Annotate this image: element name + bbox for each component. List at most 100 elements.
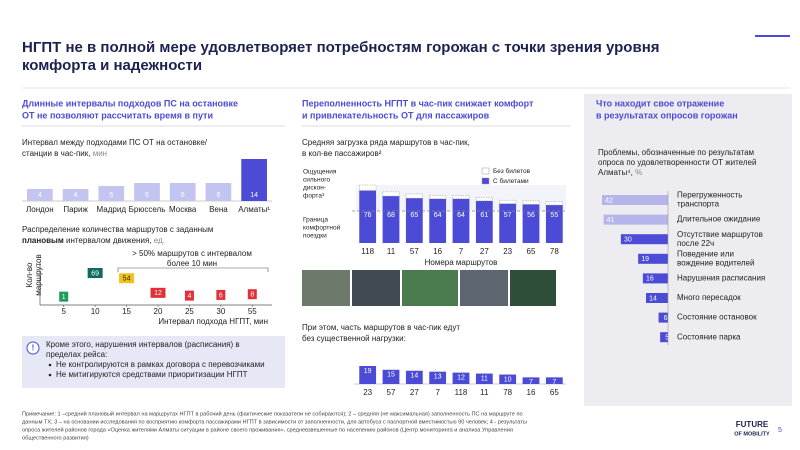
footnote: данным ТХ; 3 – на основании исследования… [22, 418, 527, 425]
column-heading: Переполненность НГПТ в час-пик снижает к… [302, 98, 534, 108]
bar [642, 273, 668, 284]
bar-segment [545, 201, 563, 206]
photo [460, 270, 508, 306]
bar [27, 189, 53, 201]
unit: % [635, 168, 642, 177]
bar [499, 374, 517, 384]
value-label: 41 [607, 217, 615, 224]
x-tick-label: 16 [527, 388, 536, 397]
bar [382, 369, 400, 384]
annotation: более 10 мин [167, 259, 217, 268]
bar-segment [429, 198, 447, 243]
x-tick-label: Париж [63, 205, 88, 214]
bar-segment [522, 200, 540, 205]
marker [119, 273, 135, 284]
value-label: 14 [410, 373, 418, 380]
chart-title: без существенной нагрузки: [302, 334, 406, 343]
legend-label: Без билетов [493, 167, 531, 175]
chart-title: Средняя загрузка ряда маршрутов в час-пи… [302, 138, 470, 147]
value-label: 55 [550, 212, 558, 219]
value-label: 69 [91, 270, 99, 277]
annotation: Граница [303, 217, 328, 224]
annotation-bracket [117, 267, 269, 272]
category-label: Поведение или [677, 249, 734, 258]
annotation: Ощущения [303, 169, 337, 176]
bar-segment [499, 203, 517, 243]
bullet [48, 373, 52, 377]
column-heading: и привлекательность ОТ для пассажиров [302, 110, 490, 120]
photo [402, 270, 458, 306]
x-tick-label: 10 [91, 307, 100, 316]
value-label: 4 [187, 293, 191, 300]
value-label: 16 [646, 276, 654, 283]
slide-title: НГПТ не в полной мере удовлетворяет потр… [22, 39, 660, 56]
value-label: 6 [145, 192, 149, 199]
bar [429, 371, 447, 384]
category-label: после 22ч [677, 239, 714, 248]
bar [452, 372, 470, 384]
marker [59, 291, 69, 302]
bar [98, 186, 125, 201]
chart-title-text: опроса по удовлетворенности ОТ жителей [598, 158, 756, 167]
category-label: Длительное ожидание [677, 215, 761, 224]
footnote: общественного развития) [22, 435, 89, 441]
x-tick-label: Алматы¹ [238, 205, 270, 214]
bar-segment [405, 198, 423, 243]
x-tick-label: 7 [459, 247, 464, 256]
chart-title: плановым интервалом движения, ед. [22, 236, 165, 245]
chart-title-text: Средняя загрузка ряда маршрутов в час-пи… [302, 138, 470, 147]
category-label: Много пересадок [677, 293, 741, 302]
chart-title-text: При этом, часть маршрутов в час-пик едут [302, 323, 460, 332]
value-label: 14 [649, 295, 657, 302]
bar [205, 183, 232, 201]
x-tick-label: 118 [455, 388, 468, 397]
value-label: 76 [364, 212, 372, 219]
bar [241, 159, 267, 201]
chart-title: Проблемы, обозначенные по результатам [598, 148, 754, 157]
survey-panel [584, 94, 792, 406]
value-label: 68 [387, 212, 395, 219]
chart-title-part: интервалом движения, [64, 236, 154, 245]
callout-text: Кроме этого, нарушения интервалов (распи… [46, 340, 240, 349]
chart-title: в кол-ве пассажиров² [302, 149, 382, 158]
bar-segment [545, 205, 563, 243]
bar-segment [382, 191, 400, 197]
chart-title: станции в час-пик, мин [22, 149, 107, 158]
value-label: 19 [364, 368, 372, 375]
bar-segment [429, 195, 447, 200]
x-tick-label: 30 [216, 307, 225, 316]
chart-title-part: ед. [154, 236, 165, 245]
bar [134, 183, 160, 201]
x-tick-label: 55 [248, 307, 257, 316]
value-label: 54 [123, 276, 131, 283]
value-label: 6 [664, 315, 668, 322]
bar [658, 312, 668, 323]
bar-segment [405, 193, 423, 199]
x-tick-label: 15 [122, 307, 131, 316]
logo: OF MOBILITY [734, 431, 770, 437]
callout-bullet: Не митигируются средствами приоритизации… [56, 370, 248, 379]
bar-segment [359, 190, 377, 243]
x-tick-label: 23 [503, 247, 512, 256]
chart-title-part: плановым [22, 236, 64, 245]
x-axis-label: Интервал подхода НГПТ, мин [158, 317, 268, 326]
annotation: комфортной [303, 224, 341, 232]
value-label: 42 [605, 197, 613, 204]
marker [184, 290, 194, 301]
chart-title-text: в кол-ве пассажиров² [302, 149, 382, 158]
x-tick-label: 5 [61, 307, 66, 316]
legend-swatch [481, 177, 490, 185]
x-tick-label: Вена [209, 205, 228, 214]
legend-label: С билетами [493, 177, 529, 185]
category-label: Нарушения расписания [677, 274, 765, 283]
bar-segment [452, 195, 470, 200]
x-tick-label: Лондон [26, 205, 54, 214]
annotation: > 50% маршрутов с интервалом [132, 249, 252, 258]
bar-segment [499, 199, 517, 204]
unit: мин [93, 149, 107, 158]
value-label: 4 [74, 192, 78, 199]
callout-box [22, 336, 285, 388]
footnote: Примечание: 1 –средний плановый интервал… [22, 410, 523, 417]
value-label: 7 [529, 379, 533, 386]
